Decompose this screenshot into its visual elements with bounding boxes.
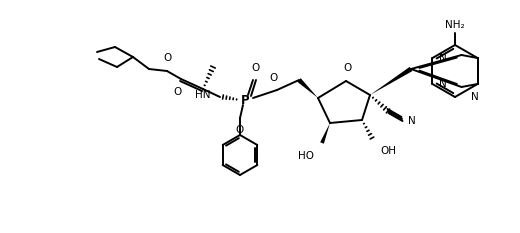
Text: N: N (471, 92, 478, 102)
Polygon shape (370, 67, 412, 95)
Polygon shape (297, 78, 318, 98)
Text: O: O (269, 73, 277, 83)
Text: O: O (164, 53, 172, 63)
Text: O: O (173, 87, 181, 97)
Text: OH: OH (380, 146, 396, 156)
Text: O: O (344, 63, 352, 73)
Text: O: O (251, 63, 259, 73)
Text: N: N (439, 79, 447, 89)
Text: HN: HN (196, 90, 211, 100)
Text: N: N (408, 116, 416, 126)
Text: P: P (241, 93, 249, 106)
Polygon shape (320, 123, 330, 144)
Text: N: N (439, 53, 447, 63)
Text: HO: HO (298, 151, 314, 161)
Text: NH₂: NH₂ (445, 20, 465, 30)
Text: O: O (236, 125, 244, 135)
